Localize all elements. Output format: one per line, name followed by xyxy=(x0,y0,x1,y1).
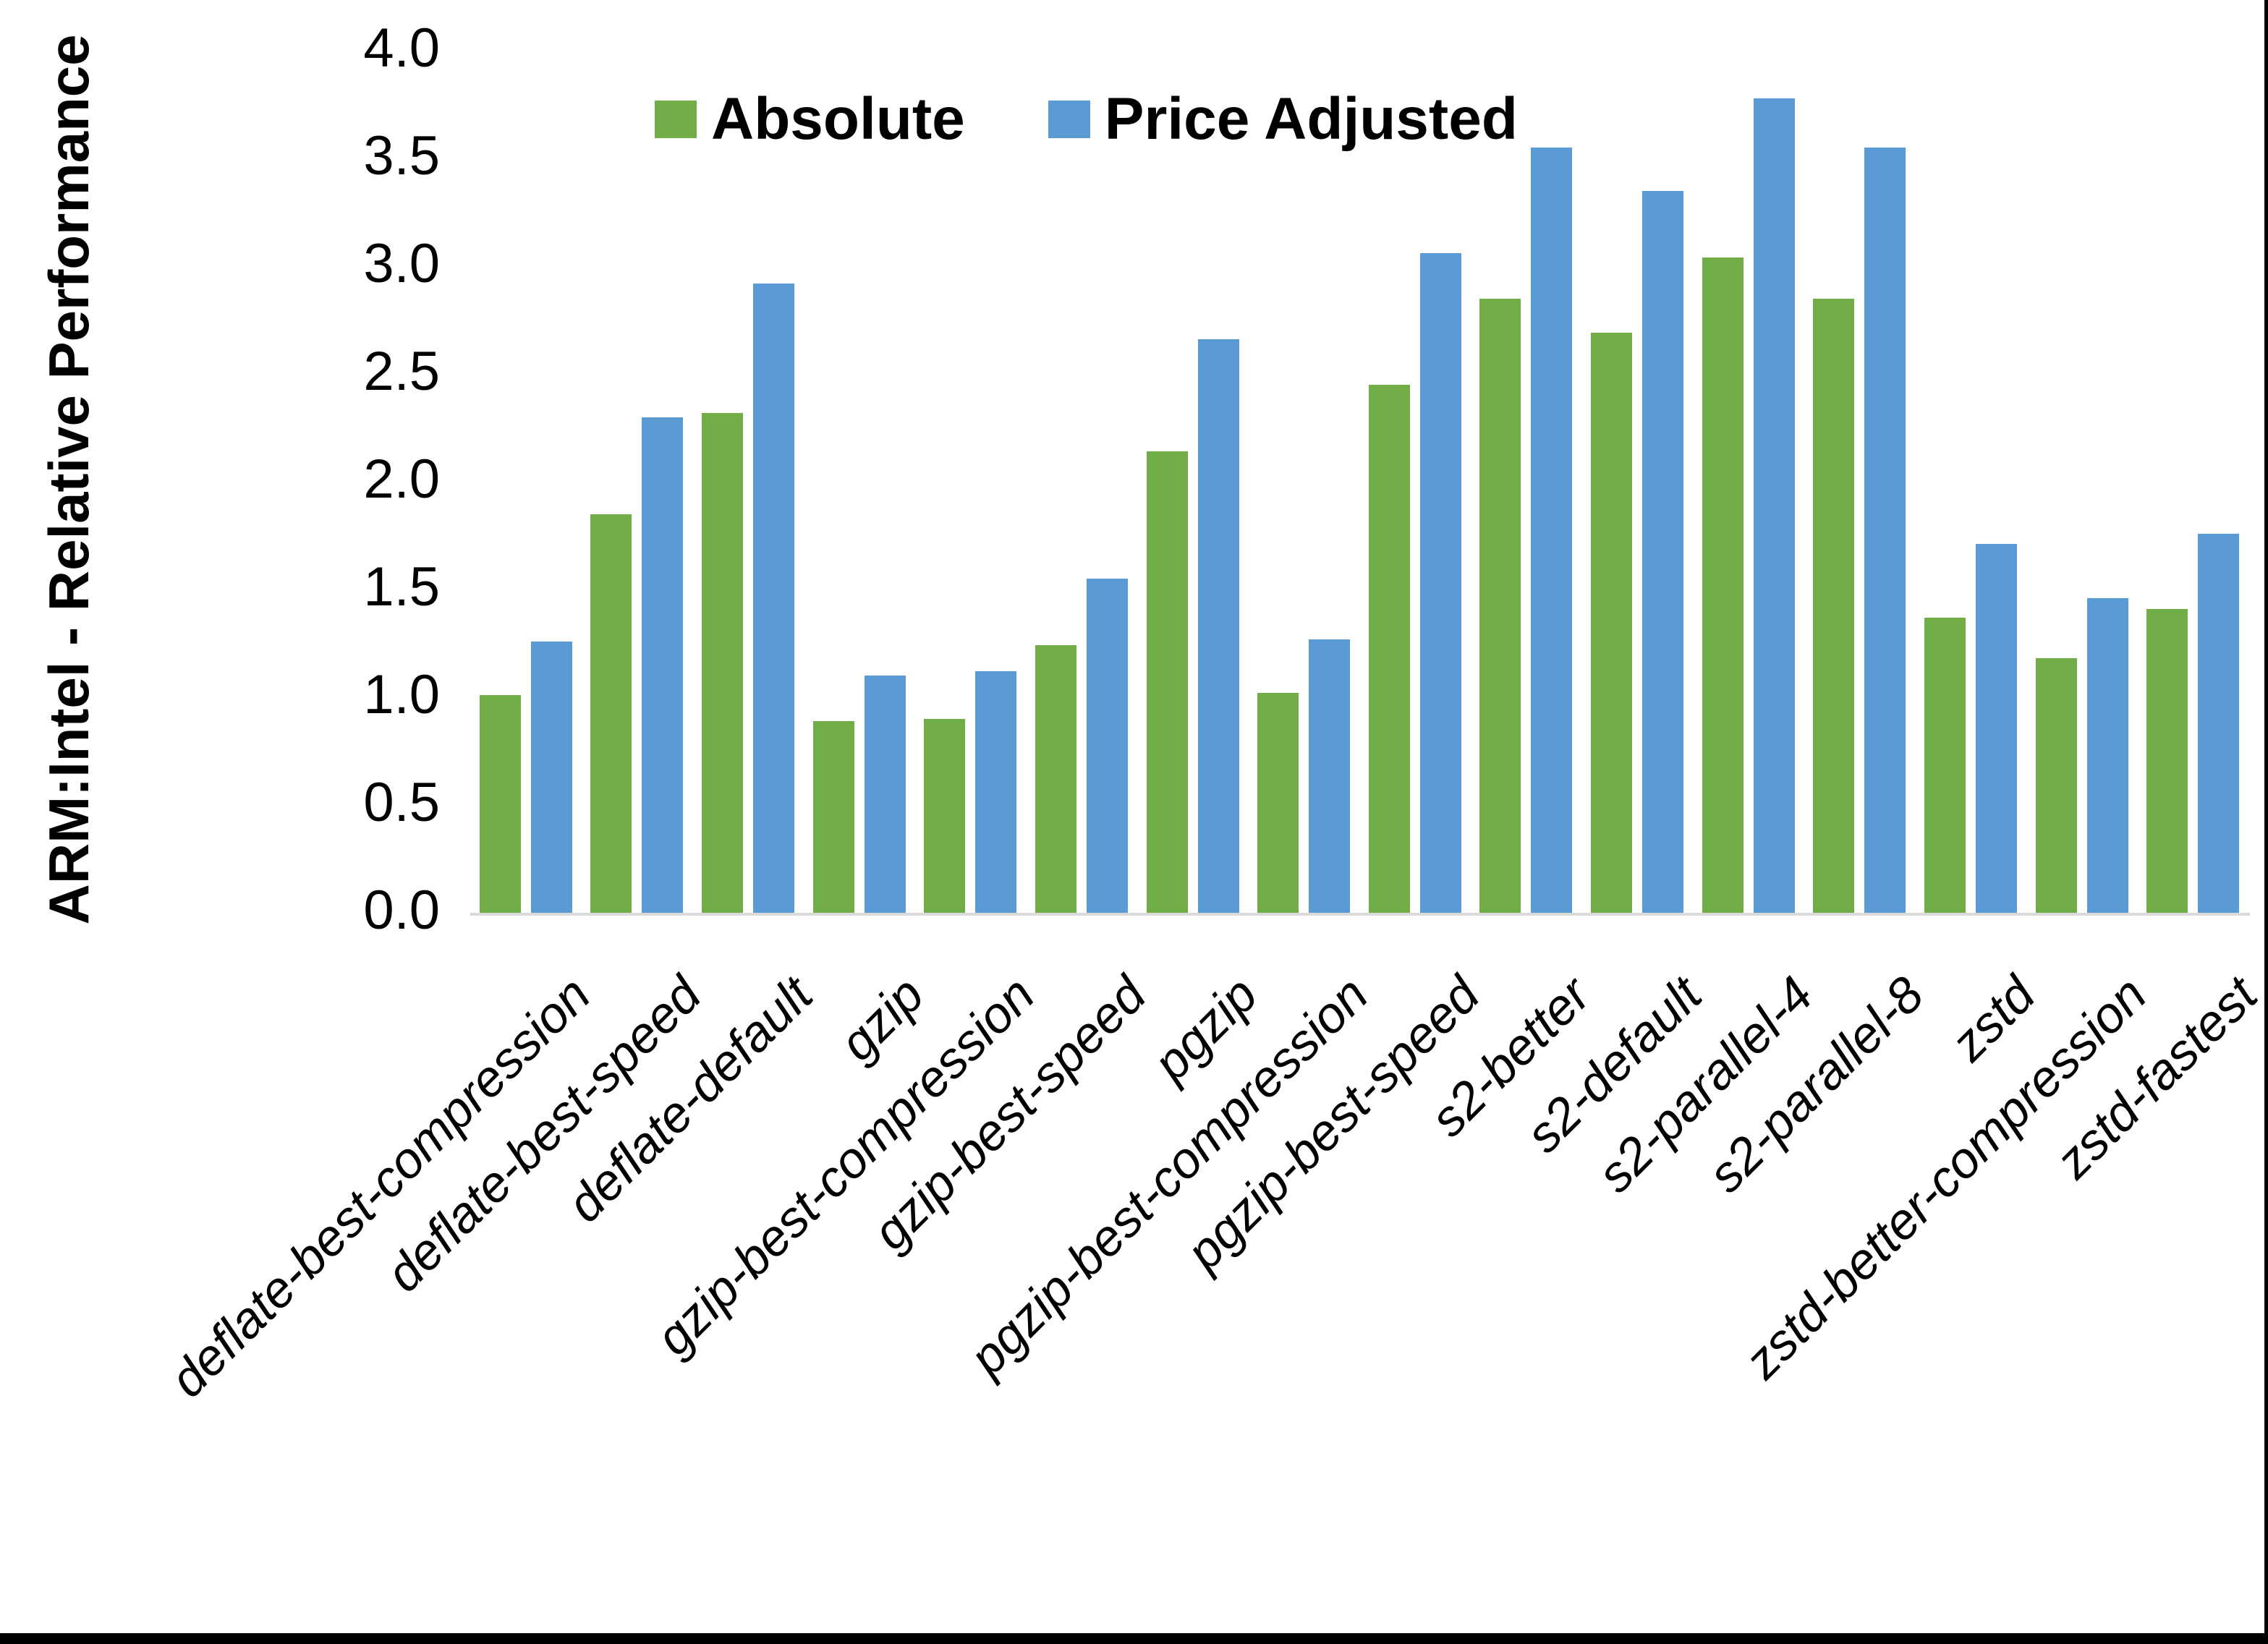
bar-zstd-better-compression-absolute xyxy=(2036,658,2077,913)
bar-s2-parallel-8-price-adjusted xyxy=(1864,148,1906,913)
bar-pgzip-price-adjusted xyxy=(1198,339,1239,913)
y-tick-label: 2.5 xyxy=(363,341,440,403)
bar-pgzip-best-speed-price-adjusted xyxy=(1420,253,1461,913)
bar-deflate-default-absolute xyxy=(702,413,743,913)
bar-deflate-default-price-adjusted xyxy=(753,284,794,913)
y-tick-label: 1.5 xyxy=(363,556,440,618)
x-axis-line xyxy=(470,913,2250,916)
legend-label-price-adjusted: Price Adjusted xyxy=(1104,86,1518,152)
bar-gzip-price-adjusted xyxy=(865,676,906,913)
y-axis-title: ARM:Intel - Relative Performance xyxy=(37,34,101,925)
bar-pgzip-best-compression-price-adjusted xyxy=(1309,639,1350,913)
bar-s2-better-absolute xyxy=(1479,299,1521,913)
bar-deflate-best-compression-absolute xyxy=(480,695,521,913)
legend-swatch-absolute-icon xyxy=(655,101,697,138)
legend-item-absolute: Absolute xyxy=(655,85,965,153)
bar-s2-better-price-adjusted xyxy=(1531,148,1572,913)
y-tick-label: 2.0 xyxy=(363,448,440,511)
legend-swatch-price-adjusted-icon xyxy=(1048,101,1090,138)
bar-deflate-best-speed-absolute xyxy=(590,514,632,913)
screenshot-bottom-border xyxy=(0,1633,2268,1644)
y-tick-label: 3.5 xyxy=(363,125,440,187)
legend-label-absolute: Absolute xyxy=(711,86,965,152)
y-tick-label: 3.0 xyxy=(363,233,440,295)
bar-gzip-absolute xyxy=(813,721,854,913)
bar-deflate-best-speed-price-adjusted xyxy=(642,417,683,913)
legend-item-price-adjusted: Price Adjusted xyxy=(1048,85,1518,153)
bar-zstd-fastest-absolute xyxy=(2146,609,2188,913)
bar-s2-parallel-8-absolute xyxy=(1813,299,1854,913)
bar-zstd-fastest-price-adjusted xyxy=(2198,534,2239,913)
bar-gzip-best-compression-absolute xyxy=(924,719,965,913)
bar-s2-parallel-4-price-adjusted xyxy=(1754,98,1795,913)
bar-pgzip-best-compression-absolute xyxy=(1257,693,1299,913)
y-tick-label: 4.0 xyxy=(363,17,440,80)
bar-gzip-best-compression-price-adjusted xyxy=(975,671,1016,913)
bar-s2-parallel-4-absolute xyxy=(1702,257,1744,913)
y-tick-label: 1.0 xyxy=(363,664,440,726)
bar-zstd-price-adjusted xyxy=(1976,544,2017,913)
bar-zstd-absolute xyxy=(1924,618,1966,913)
legend: Absolute Price Adjusted xyxy=(655,85,1518,153)
bar-zstd-better-compression-price-adjusted xyxy=(2087,598,2128,913)
bar-pgzip-best-speed-absolute xyxy=(1369,385,1410,913)
bar-gzip-best-speed-price-adjusted xyxy=(1087,579,1128,913)
screenshot-right-border xyxy=(2264,0,2268,1644)
bar-gzip-best-speed-absolute xyxy=(1035,645,1076,913)
y-tick-label: 0.0 xyxy=(363,880,440,942)
bar-s2-default-price-adjusted xyxy=(1642,191,1683,913)
bar-pgzip-absolute xyxy=(1147,451,1188,913)
bar-s2-default-absolute xyxy=(1591,333,1632,913)
y-tick-label: 0.5 xyxy=(363,772,440,834)
bar-deflate-best-compression-price-adjusted xyxy=(531,642,572,913)
